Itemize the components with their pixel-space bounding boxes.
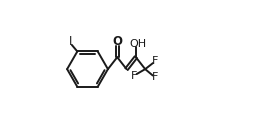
- Text: OH: OH: [130, 39, 147, 49]
- Text: O: O: [112, 35, 122, 48]
- Text: F: F: [152, 57, 158, 66]
- Text: F: F: [131, 71, 137, 81]
- Text: I: I: [69, 35, 72, 48]
- Text: F: F: [152, 72, 158, 82]
